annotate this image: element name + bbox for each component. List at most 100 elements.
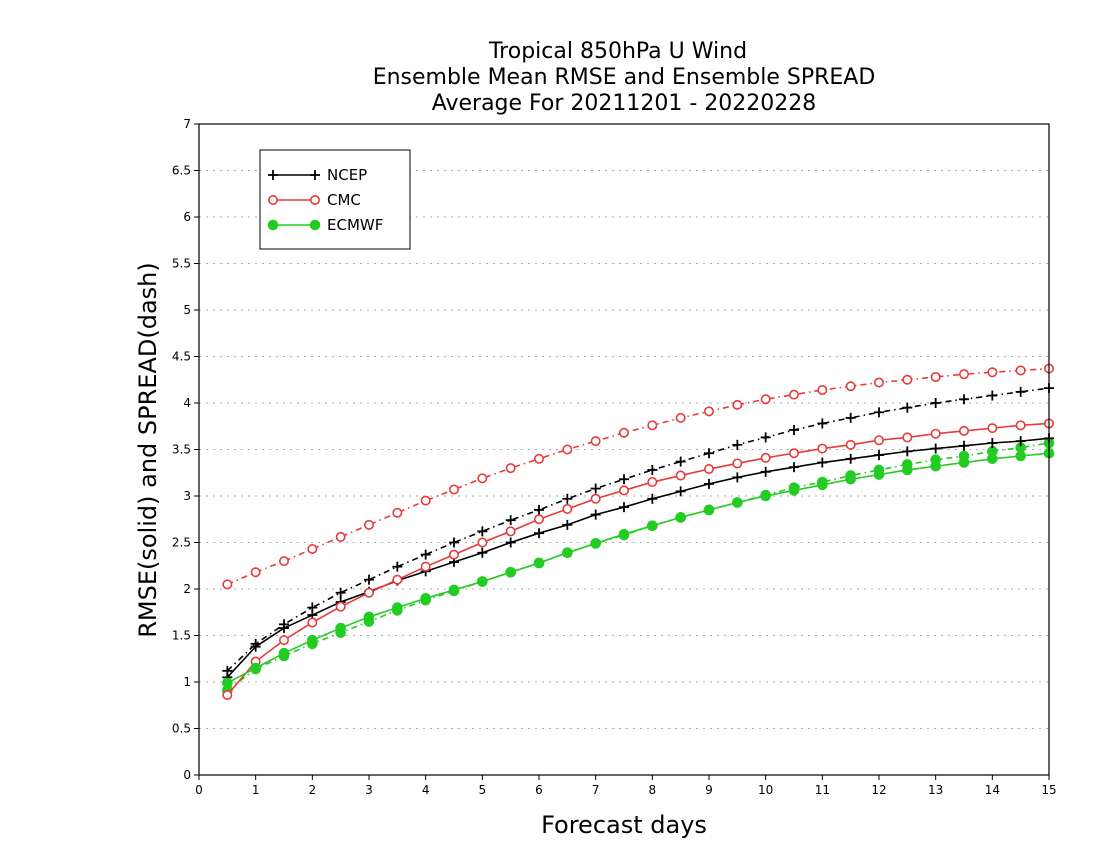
data-point-ncep-rmse xyxy=(675,486,686,497)
data-point-ecmwf-rmse xyxy=(817,479,828,491)
data-point-ecmwf-rmse xyxy=(278,647,290,659)
data-point-ncep-spread xyxy=(449,537,459,548)
data-point-ecmwf-rmse xyxy=(335,622,346,634)
data-point-ecmwf-rmse xyxy=(958,457,970,468)
legend-marker xyxy=(267,219,279,231)
data-point-cmc-spread xyxy=(618,427,629,438)
data-point-cmc-rmse xyxy=(703,464,714,475)
data-point-ncep-rmse xyxy=(732,472,743,483)
legend-marker xyxy=(268,170,278,180)
data-point-ncep-rmse xyxy=(959,440,969,451)
data-point-ecmwf-rmse xyxy=(647,520,658,532)
y-tick-label: 3.5 xyxy=(172,443,191,457)
y-tick-label: 1 xyxy=(183,675,191,689)
data-point-ncep-rmse xyxy=(902,446,913,457)
data-point-ncep-rmse xyxy=(817,457,828,468)
data-point-cmc-spread xyxy=(590,436,601,447)
x-tick-label: 8 xyxy=(649,783,657,797)
x-tick-label: 2 xyxy=(309,783,317,797)
data-point-ncep-spread xyxy=(619,474,629,485)
x-tick-label: 14 xyxy=(985,783,1000,797)
data-point-cmc-rmse xyxy=(448,549,459,560)
data-point-cmc-spread xyxy=(987,367,998,378)
y-tick-label: 5 xyxy=(183,303,191,317)
data-point-ncep-rmse xyxy=(704,478,714,489)
x-tick-label: 6 xyxy=(535,783,543,797)
data-point-ncep-rmse xyxy=(760,466,771,477)
legend-item-ncep: NCEP xyxy=(268,166,367,184)
series-cmc-rmse xyxy=(222,418,1055,701)
data-point-ncep-spread xyxy=(1015,386,1026,397)
series-line-ncep-rmse xyxy=(226,437,1050,678)
series-line-cmc-rmse xyxy=(226,422,1050,696)
data-point-ncep-rmse xyxy=(562,519,573,530)
data-point-ncep-spread xyxy=(505,515,516,526)
x-tick-label: 1 xyxy=(252,783,260,797)
data-point-ncep-spread xyxy=(874,407,884,418)
series-cmc-spread xyxy=(222,363,1055,590)
title-line-2: Ensemble Mean RMSE and Ensemble SPREAD xyxy=(373,65,876,90)
data-point-ncep-rmse xyxy=(647,493,658,504)
data-point-cmc-rmse xyxy=(278,635,289,646)
series-ecmwf-rmse xyxy=(222,447,1055,689)
x-axis-label: Forecast days xyxy=(541,811,707,839)
data-point-cmc-spread xyxy=(477,473,488,484)
data-point-ecmwf-rmse xyxy=(222,677,233,689)
data-point-ecmwf-rmse xyxy=(392,602,403,613)
data-point-cmc-rmse xyxy=(335,601,346,612)
data-point-ecmwf-rmse xyxy=(703,504,715,516)
data-point-cmc-rmse xyxy=(817,443,828,454)
data-point-cmc-rmse xyxy=(1015,420,1026,431)
data-point-cmc-spread xyxy=(307,544,318,555)
data-point-cmc-spread xyxy=(958,369,969,380)
data-point-ecmwf-rmse xyxy=(732,497,743,508)
data-point-ncep-spread xyxy=(930,398,941,408)
data-point-ecmwf-rmse xyxy=(562,547,573,559)
legend: NCEP CMC ECMWF xyxy=(259,149,411,250)
data-point-ncep-spread xyxy=(732,439,743,450)
data-point-cmc-rmse xyxy=(873,435,884,446)
data-point-ncep-rmse xyxy=(590,509,601,520)
data-point-cmc-spread xyxy=(675,412,686,423)
y-axis-label: RMSE(solid) and SPREAD(dash) xyxy=(134,262,162,638)
series-line-ecmwf-spread xyxy=(226,442,1050,692)
data-point-ecmwf-rmse xyxy=(845,473,856,485)
data-point-cmc-rmse xyxy=(647,477,658,488)
data-point-ncep-spread xyxy=(704,448,714,459)
data-point-cmc-spread xyxy=(505,463,516,474)
data-point-cmc-spread xyxy=(533,453,544,464)
data-point-cmc-rmse xyxy=(732,458,743,469)
data-point-ncep-spread xyxy=(335,587,346,598)
x-tick-label: 12 xyxy=(871,783,886,797)
data-point-ecmwf-rmse xyxy=(307,634,318,646)
data-point-cmc-spread xyxy=(817,384,828,395)
data-point-cmc-rmse xyxy=(902,432,913,443)
data-point-ncep-rmse xyxy=(477,547,488,558)
data-point-cmc-rmse xyxy=(505,526,516,537)
data-point-ncep-rmse xyxy=(845,453,856,464)
data-point-ecmwf-rmse xyxy=(873,469,885,480)
data-point-ecmwf-rmse xyxy=(930,460,941,472)
data-point-ecmwf-rmse xyxy=(1015,450,1026,462)
legend-items: NCEP CMC ECMWF xyxy=(267,166,383,234)
data-point-ncep-spread xyxy=(364,574,374,585)
data-point-cmc-rmse xyxy=(675,470,686,481)
data-point-ncep-rmse xyxy=(930,443,941,454)
data-point-cmc-spread xyxy=(363,519,374,530)
legend-label: CMC xyxy=(327,191,361,209)
data-point-cmc-rmse xyxy=(618,485,629,496)
data-point-ncep-rmse xyxy=(874,450,884,461)
x-tick-label: 0 xyxy=(195,783,203,797)
data-point-cmc-rmse xyxy=(930,428,941,439)
data-point-cmc-rmse xyxy=(420,561,431,572)
y-tick-label: 3 xyxy=(183,489,191,503)
data-point-cmc-spread xyxy=(760,394,771,405)
data-point-ncep-spread xyxy=(987,390,998,401)
legend-label: ECMWF xyxy=(327,216,383,234)
data-point-cmc-spread xyxy=(902,374,913,385)
series-ecmwf-spread xyxy=(222,437,1055,696)
data-point-cmc-spread xyxy=(788,389,799,400)
data-point-cmc-spread xyxy=(335,531,346,542)
data-point-cmc-rmse xyxy=(533,514,544,525)
